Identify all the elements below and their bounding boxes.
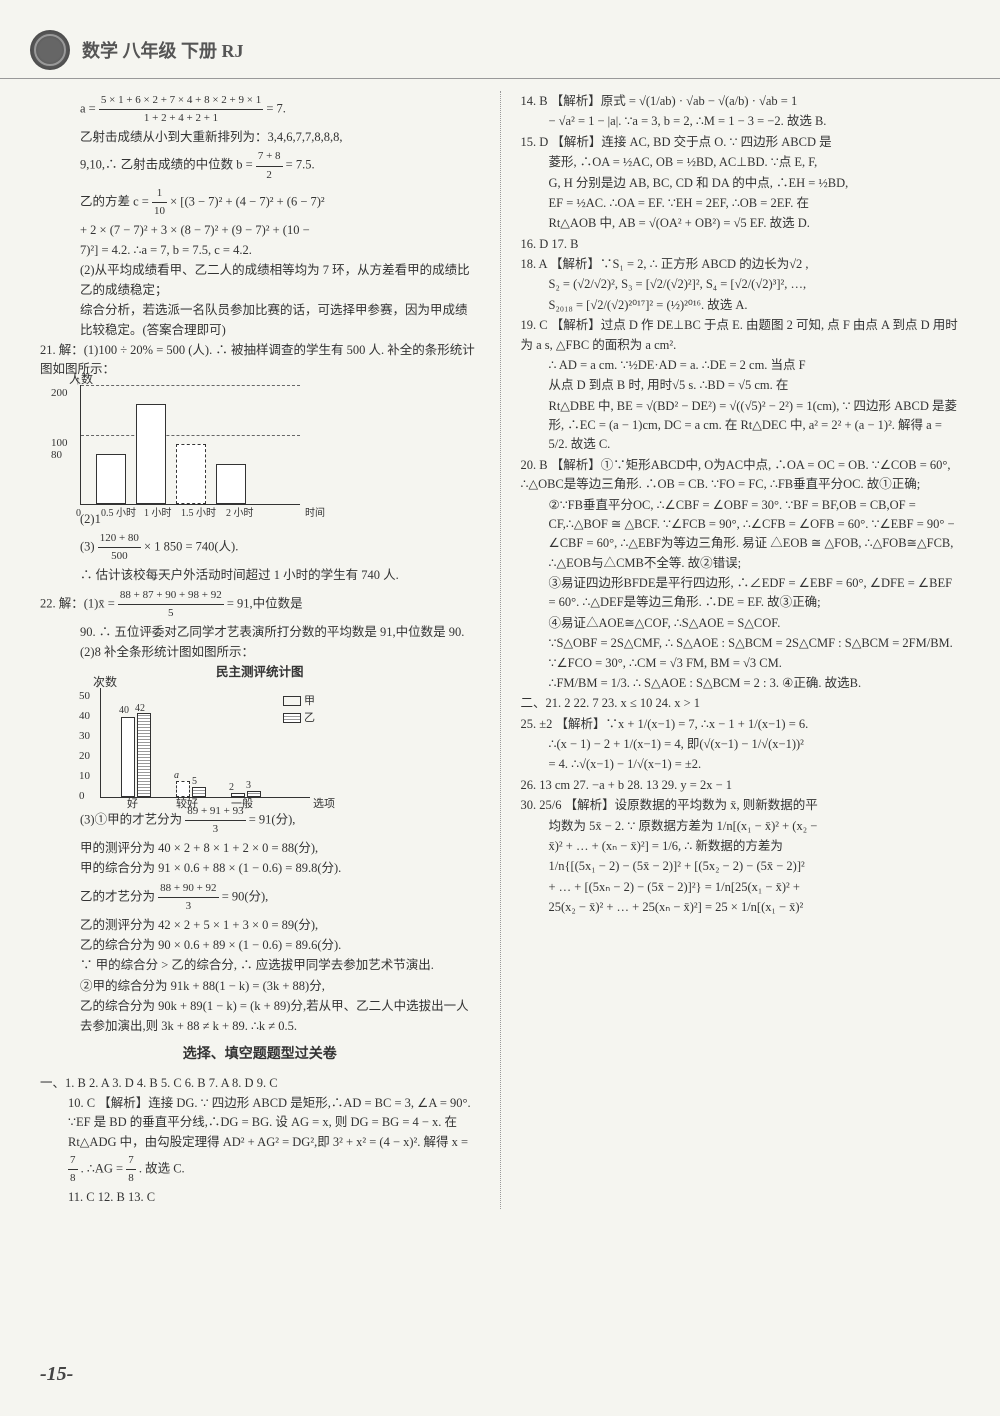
right-column: 14. B 【解析】原式 = √(1/ab) · √ab − √(a/b) · … [521, 91, 961, 1209]
bar-chart-1: 人数 200 100 80 0 0.5 小时 1 小时 1.5 小时 2 小时 … [80, 385, 300, 505]
text: ∴(x − 1) − 2 + 1/(x−1) = 4, 即(√(x−1) − 1… [521, 735, 961, 754]
text: ∴ AD = a cm. ∵½DE·AD = a. ∴DE = 2 cm. 当点… [521, 356, 961, 375]
text: = 4. ∴√(x−1) − 1/√(x−1) = ±2. [521, 755, 961, 774]
content-area: a = 5 × 1 + 6 × 2 + 7 × 4 + 8 × 2 + 9 × … [0, 91, 1000, 1209]
q14: 14. B 【解析】原式 = √(1/ab) · √ab − √(a/b) · … [521, 92, 961, 111]
text: S₂ = (√2/√2)², S₃ = [√2/(√2)²]², S₄ = [√… [521, 275, 961, 294]
text: 90. ∴ 五位评委对乙同学才艺表演所打分数的平均数是 91,中位数是 90. [40, 623, 480, 642]
q25: 25. ±2 【解析】∵x + 1/(x−1) = 7, ∴x − 1 + 1/… [521, 715, 961, 734]
q18: 18. A 【解析】∵S₁ = 2, ∴ 正方形 ABCD 的边长为√2 , [521, 255, 961, 274]
text: ∵ 甲的综合分 > 乙的综合分, ∴ 应选拔甲同学去参加艺术节演出. [40, 956, 480, 975]
text: Rt△AOB 中, AB = √(OA² + OB²) = √5 EF. 故选 … [521, 214, 961, 233]
text: ②∵FB垂直平分OC, ∴∠CBF = ∠OBF = 30°. ∵BF = BF… [521, 496, 961, 574]
text: ∵S△OBF = 2S△CMF, ∴ S△AOE : S△BCM = 2S△CM… [521, 634, 961, 673]
text: ∴ 估计该校每天户外活动时间超过 1 小时的学生有 740 人. [40, 566, 480, 585]
text: ②甲的综合分为 91k + 88(1 − k) = (3k + 88)分, [40, 977, 480, 996]
column-divider [500, 91, 501, 1209]
answers: 11. C 12. B 13. C [40, 1188, 480, 1207]
answers: 16. D 17. B [521, 235, 961, 254]
text: EF = ½AC. ∴OA = EF. ∵EH = 2EF, ∴OB = 2EF… [521, 194, 961, 213]
q20: 20. B 【解析】①∵矩形ABCD中, O为AC中点, ∴OA = OC = … [521, 456, 961, 495]
text: + … + [(5xₙ − 2) − (5x̄ − 2)]²} = 1/n[25… [521, 878, 961, 897]
text: 7)²] = 4.2. ∴a = 7, b = 7.5, c = 4.2. [40, 241, 480, 260]
text: 乙的综合分为 90k + 89(1 − k) = (k + 89)分,若从甲、乙… [40, 997, 480, 1036]
bar-chart-2: 次数 50 40 30 20 10 0 40 42 a 5 2 3 好 较好 一… [100, 688, 310, 798]
text: − √a² = 1 − |a|. ∵a = 3, b = 2, ∴M = 1 −… [521, 112, 961, 131]
answers: 26. 13 cm 27. −a + b 28. 13 29. y = 2x −… [521, 776, 961, 795]
text: 甲的综合分为 91 × 0.6 + 88 × (1 − 0.6) = 89.8(… [40, 859, 480, 878]
header-title: 数学 八年级 下册 RJ [82, 37, 244, 63]
q15: 15. D 【解析】连接 AC, BD 交于点 O. ∵ 四边形 ABCD 是 [521, 133, 961, 152]
text: G, H 分别是边 AB, BC, CD 和 DA 的中点, ∴EH = ½BD… [521, 174, 961, 193]
text: 25(x₂ − x̄)² + … + 25(xₙ − x̄)²] = 25 × … [521, 898, 961, 917]
text: 乙射击成绩从小到大重新排列为：3,4,6,7,7,8,8,8, [40, 128, 480, 147]
text: 菱形, ∴OA = ½AC, OB = ½BD, AC⊥BD. ∵点 E, F, [521, 153, 961, 172]
text: ∴FM/BM = 1/3. ∴ S△AOE : S△BCM = 2 : 3. ④… [521, 674, 961, 693]
text: 乙的方差 c = 110 × [(3 − 7)² + (4 − 7)² + (6… [40, 185, 480, 220]
text: (3)①甲的才艺分为 89 + 91 + 933 = 91(分), [40, 803, 480, 838]
q30: 30. 25/6 【解析】设原数据的平均数为 x̄, 则新数据的平 [521, 796, 961, 815]
formula-a: a = 5 × 1 + 6 × 2 + 7 × 4 + 8 × 2 + 9 × … [40, 92, 480, 127]
legend: 甲 乙 [283, 693, 315, 727]
left-column: a = 5 × 1 + 6 × 2 + 7 × 4 + 8 × 2 + 9 × … [40, 91, 480, 1209]
text: + 2 × (7 − 7)² + 3 × (8 − 7)² + (9 − 7)²… [40, 221, 480, 240]
text: 均数为 5x̄ − 2. ∵ 原数据方差为 1/n[(x₁ − x̄)² + (… [521, 817, 961, 836]
text: 乙的测评分为 42 × 2 + 5 × 1 + 3 × 0 = 89(分), [40, 916, 480, 935]
text: (2)8 补全条形统计图如图所示： [40, 643, 480, 662]
page-header: 数学 八年级 下册 RJ [0, 0, 1000, 79]
q10: 10. C 【解析】连接 DG. ∵ 四边形 ABCD 是矩形,∴AD = BC… [40, 1094, 480, 1187]
answers: 二、21. 2 22. 7 23. x ≤ 10 24. x > 1 [521, 694, 961, 713]
text: 1/n{[(5x₁ − 2) − (5x̄ − 2)]² + [(5x₂ − 2… [521, 857, 961, 876]
text: 从点 D 到点 B 时, 用时√5 s. ∴BD = √5 cm. 在 [521, 376, 961, 395]
text: 9,10,∴ 乙射击成绩的中位数 b = 7 + 82 = 7.5. [40, 148, 480, 183]
text: ③易证四边形BFDE是平行四边形, ∴∠EDF = ∠EBF = 60°, ∠D… [521, 574, 961, 613]
text: 甲的测评分为 40 × 2 + 8 × 1 + 2 × 0 = 88(分), [40, 839, 480, 858]
text: (2)从平均成绩看甲、乙二人的成绩相等均为 7 环，从方差看甲的成绩比乙的成绩稳… [40, 261, 480, 300]
answers: 一、1. B 2. A 3. D 4. B 5. C 6. B 7. A 8. … [40, 1074, 480, 1093]
text: S₂₀₁₈ = [√2/(√2)²⁰¹⁷]² = (½)²⁰¹⁶. 故选 A. [521, 296, 961, 315]
section-title: 选择、填空题题型过关卷 [40, 1044, 480, 1066]
q22: 22. 解：(1)x̄ = 88 + 87 + 90 + 98 + 925 = … [40, 587, 480, 622]
text: ④易证△AOE≅△COF, ∴S△AOE = S△COF. [521, 614, 961, 633]
text: 乙的综合分为 90 × 0.6 + 89 × (1 − 0.6) = 89.6(… [40, 936, 480, 955]
book-logo-icon [30, 30, 70, 70]
q19: 19. C 【解析】过点 D 作 DE⊥BC 于点 E. 由题图 2 可知, 点… [521, 316, 961, 355]
page-number: -15- [40, 1363, 73, 1386]
text: x̄)² + … + (xₙ − x̄)²] = 1/6, ∴ 新数据的方差为 [521, 837, 961, 856]
text: 乙的才艺分为 88 + 90 + 923 = 90(分), [40, 880, 480, 915]
text: (3) 120 + 80500 × 1 850 = 740(人). [40, 530, 480, 565]
text: Rt△DBE 中, BE = √(BD² − DE²) = √((√5)² − … [521, 397, 961, 455]
text: 综合分析，若选派一名队员参加比赛的话，可选择甲参赛，因为甲成绩比较稳定。(答案合… [40, 301, 480, 340]
